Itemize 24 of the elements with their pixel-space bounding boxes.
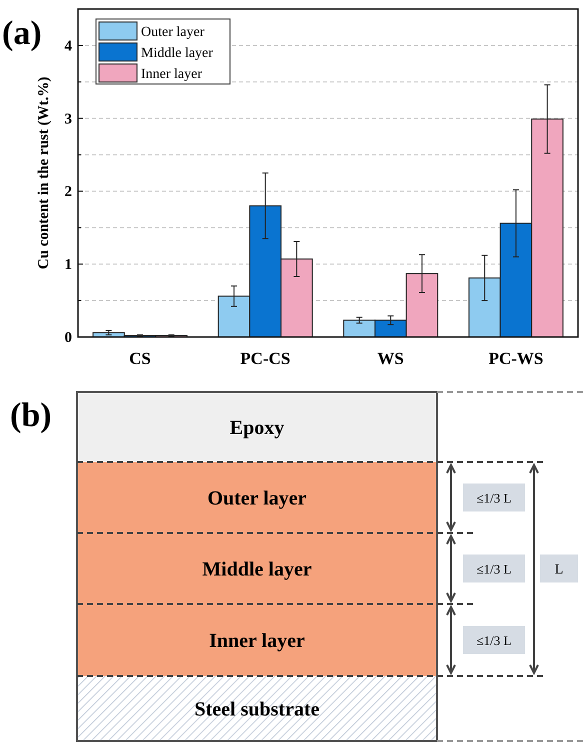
text: Steel substrate — [194, 698, 320, 720]
x-tick-label: WS — [377, 349, 404, 368]
text: Epoxy — [230, 417, 284, 439]
x-tick-label: PC-WS — [488, 349, 544, 368]
text: ≤1/3 L — [476, 633, 512, 648]
legend-label: Outer layer — [141, 25, 205, 40]
y-tick-label: 4 — [64, 38, 72, 54]
y-tick-label: 0 — [64, 330, 72, 346]
text: (b) — [10, 397, 52, 434]
text: Inner layer — [209, 630, 305, 652]
text: L — [554, 562, 564, 578]
text: ≤1/3 L — [476, 562, 512, 576]
y-tick-label: 1 — [64, 257, 72, 274]
x-tick-label: PC-CS — [240, 349, 290, 368]
text: ≤1/3 L — [476, 490, 512, 506]
x-tick-label: CS — [129, 349, 151, 368]
chart-title: (a) — [2, 15, 42, 52]
y-tick-label: 2 — [64, 184, 72, 200]
text: Outer layer — [207, 488, 307, 510]
y-tick-label: 3 — [64, 111, 72, 128]
legend-label: Middle layer — [141, 46, 214, 61]
legend-label: Inner layer — [141, 67, 202, 82]
text: Middle layer — [202, 558, 312, 580]
y-axis-title: Cu content in the rust (Wt.%) — [36, 76, 52, 270]
